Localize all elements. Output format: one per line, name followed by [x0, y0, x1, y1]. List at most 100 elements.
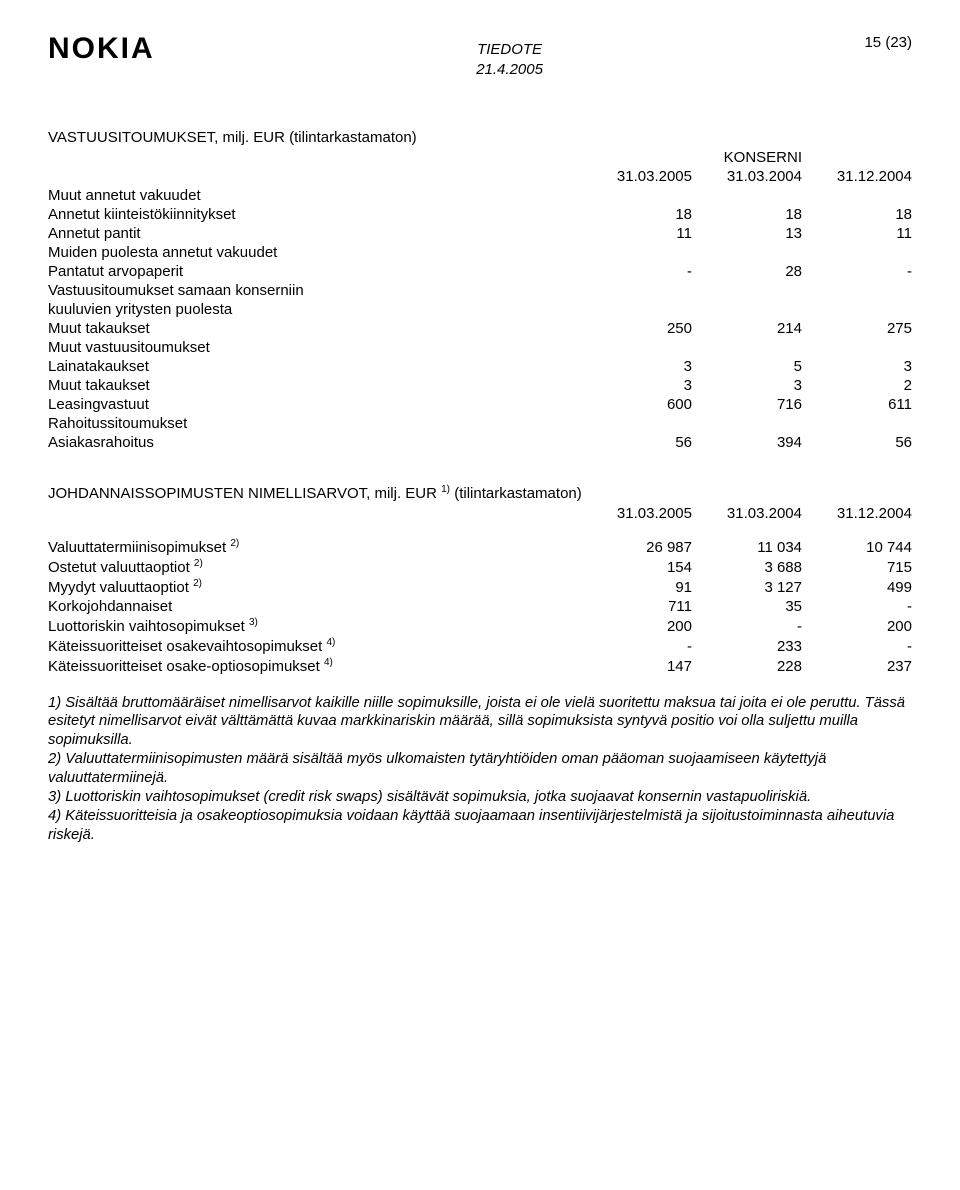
cell-value: -	[802, 597, 912, 616]
superscript: 2)	[230, 538, 239, 549]
cell-value	[582, 281, 692, 300]
cell-value: 715	[802, 557, 912, 577]
table-row: Käteissuoritteiset osakevaihtosopimukset…	[48, 636, 912, 656]
cell-value: 2	[802, 376, 912, 395]
cell-value	[582, 414, 692, 433]
tiedote-date: 21.4.2005	[476, 60, 543, 80]
cell-value: 711	[582, 597, 692, 616]
cell-value: 18	[802, 205, 912, 224]
row-label: Annetut pantit	[48, 224, 582, 243]
cell-value: 716	[692, 395, 802, 414]
cell-value	[692, 186, 802, 205]
row-label: Muut vastuusitoumukset	[48, 338, 582, 357]
table-row: Pantatut arvopaperit-28-	[48, 262, 912, 281]
vastuu-title: VASTUUSITOUMUKSET, milj. EUR (tilintarka…	[48, 129, 912, 146]
row-label: Vastuusitoumukset samaan konserniin	[48, 281, 582, 300]
cell-value	[802, 338, 912, 357]
cell-value	[692, 300, 802, 319]
table-row: Annetut pantit111311	[48, 224, 912, 243]
table-row: Annetut kiinteistökiinnitykset181818	[48, 205, 912, 224]
table-row: Muut annetut vakuudet	[48, 186, 912, 205]
superscript: 4)	[326, 637, 335, 648]
cell-value	[802, 243, 912, 262]
cell-value: 11	[802, 224, 912, 243]
row-label: Muut annetut vakuudet	[48, 186, 582, 205]
cell-value: 10 744	[802, 537, 912, 557]
row-label: Muut takaukset	[48, 319, 582, 338]
cell-value: -	[802, 262, 912, 281]
cell-value: 11	[582, 224, 692, 243]
footnote: 2) Valuuttatermiinisopimusten määrä sisä…	[48, 750, 912, 788]
cell-value: 3	[582, 376, 692, 395]
cell-value: 13	[692, 224, 802, 243]
table-row: Käteissuoritteiset osake-optiosopimukset…	[48, 656, 912, 676]
row-label: Myydyt valuuttaoptiot 2)	[48, 577, 582, 597]
johdannais-title: JOHDANNAISSOPIMUSTEN NIMELLISARVOT, milj…	[48, 484, 912, 502]
johdannais-table: 31.03.2005 31.03.2004 31.12.2004 Valuutt…	[48, 504, 912, 676]
cell-value: 250	[582, 319, 692, 338]
nokia-logo: NOKIA	[48, 32, 155, 66]
cell-value	[692, 243, 802, 262]
cell-value: 600	[582, 395, 692, 414]
cell-value: 3	[582, 357, 692, 376]
table-row: Leasingvastuut600716611	[48, 395, 912, 414]
superscript: 2)	[193, 578, 202, 589]
page-header: NOKIA TIEDOTE 21.4.2005 15 (23)	[48, 32, 912, 81]
col-header: 31.12.2004	[802, 504, 912, 523]
col-header: 31.03.2004	[692, 504, 802, 523]
table-row: Lainatakaukset353	[48, 357, 912, 376]
table-row: Asiakasrahoitus5639456	[48, 433, 912, 452]
row-label: Lainatakaukset	[48, 357, 582, 376]
row-label: Korkojohdannaiset	[48, 597, 582, 616]
row-label: Muiden puolesta annetut vakuudet	[48, 243, 582, 262]
cell-value	[802, 414, 912, 433]
cell-value	[692, 281, 802, 300]
cell-value: 200	[582, 616, 692, 636]
cell-value	[582, 338, 692, 357]
table-row: Rahoitussitoumukset	[48, 414, 912, 433]
cell-value: 275	[802, 319, 912, 338]
cell-value: 228	[692, 656, 802, 676]
row-label: Leasingvastuut	[48, 395, 582, 414]
cell-value	[802, 281, 912, 300]
cell-value: 3 127	[692, 577, 802, 597]
group-label: KONSERNI	[692, 148, 802, 167]
table-row: Korkojohdannaiset71135-	[48, 597, 912, 616]
cell-value: 56	[582, 433, 692, 452]
cell-value	[692, 338, 802, 357]
title-sup: 1)	[441, 484, 450, 495]
title-text: (tilintarkastamaton)	[450, 485, 582, 502]
cell-value: 214	[692, 319, 802, 338]
cell-value: 56	[802, 433, 912, 452]
cell-value: 3	[692, 376, 802, 395]
table-row: KONSERNI	[48, 148, 912, 167]
table-row: Myydyt valuuttaoptiot 2)913 127499	[48, 577, 912, 597]
cell-value: 18	[582, 205, 692, 224]
cell-value: 611	[802, 395, 912, 414]
table-row: 31.03.2005 31.03.2004 31.12.2004	[48, 167, 912, 186]
row-label: Asiakasrahoitus	[48, 433, 582, 452]
table-row: Valuuttatermiinisopimukset 2)26 98711 03…	[48, 537, 912, 557]
cell-value: 200	[802, 616, 912, 636]
footnotes: 1) Sisältää bruttomääräiset nimellisarvo…	[48, 694, 912, 846]
row-label: Käteissuoritteiset osakevaihtosopimukset…	[48, 636, 582, 656]
cell-value: 11 034	[692, 537, 802, 557]
cell-value: 26 987	[582, 537, 692, 557]
cell-value: -	[582, 636, 692, 656]
cell-value	[582, 243, 692, 262]
cell-value: 35	[692, 597, 802, 616]
cell-value: 91	[582, 577, 692, 597]
table-row: 31.03.2005 31.03.2004 31.12.2004	[48, 504, 912, 523]
cell-value: 237	[802, 656, 912, 676]
tiedote-label: TIEDOTE	[476, 40, 543, 60]
row-label: Ostetut valuuttaoptiot 2)	[48, 557, 582, 577]
col-header: 31.03.2005	[582, 167, 692, 186]
row-label: Luottoriskin vaihtosopimukset 3)	[48, 616, 582, 636]
row-label: Käteissuoritteiset osake-optiosopimukset…	[48, 656, 582, 676]
table-row: Ostetut valuuttaoptiot 2)1543 688715	[48, 557, 912, 577]
row-label: kuuluvien yritysten puolesta	[48, 300, 582, 319]
cell-value: -	[582, 262, 692, 281]
col-header: 31.03.2005	[582, 504, 692, 523]
table-row: Muut takaukset332	[48, 376, 912, 395]
cell-value: 28	[692, 262, 802, 281]
